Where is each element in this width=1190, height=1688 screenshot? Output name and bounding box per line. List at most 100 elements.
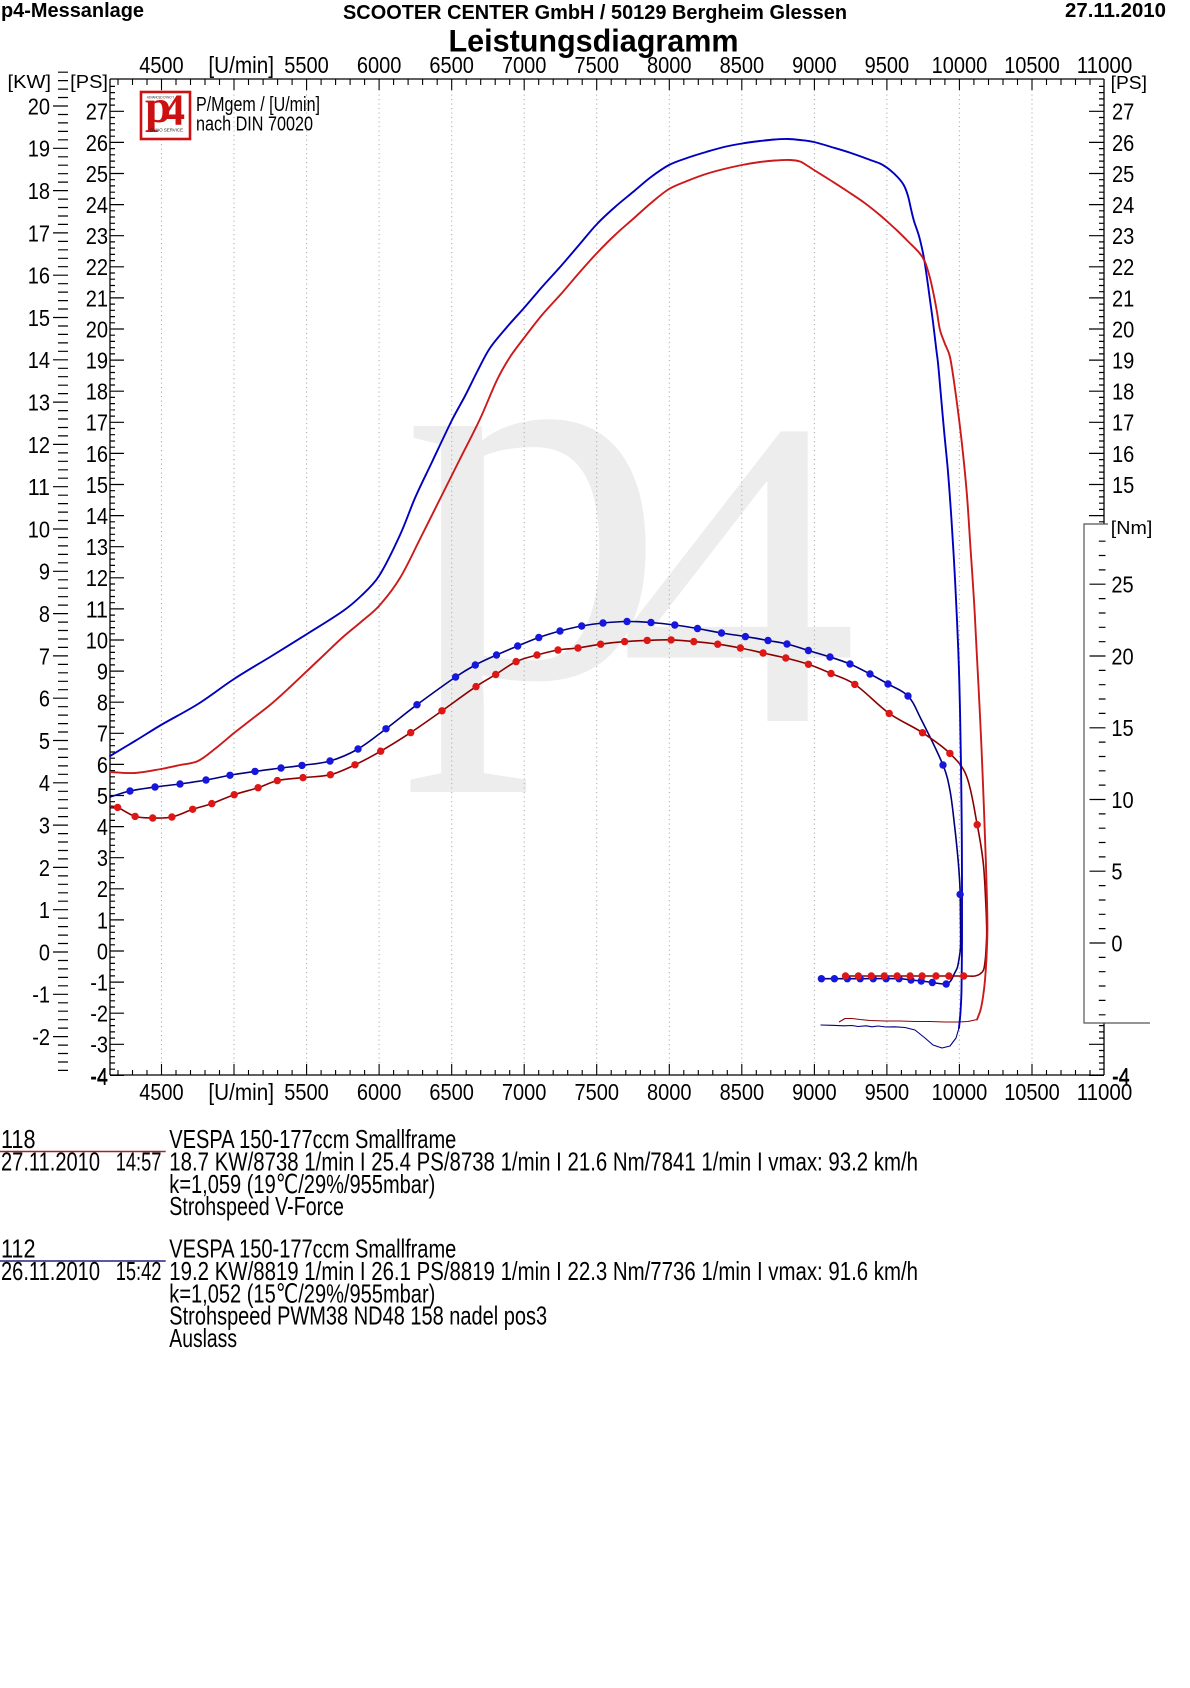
svg-text:15: 15 (86, 472, 108, 498)
svg-text:10: 10 (86, 627, 108, 653)
svg-text:21: 21 (1112, 285, 1134, 311)
svg-text:9: 9 (39, 559, 50, 585)
svg-text:[PS]: [PS] (70, 72, 108, 92)
svg-text:6500: 6500 (429, 52, 474, 78)
svg-text:2: 2 (97, 876, 108, 902)
svg-text:25: 25 (86, 161, 108, 187)
svg-text:4500: 4500 (139, 1079, 184, 1105)
svg-text:16: 16 (1112, 441, 1134, 467)
svg-text:6: 6 (39, 686, 50, 712)
svg-text:112: 112 (1, 1234, 36, 1264)
svg-text:2: 2 (39, 855, 50, 881)
svg-text:13: 13 (86, 534, 108, 560)
svg-text:-1: -1 (32, 982, 50, 1008)
svg-text:8: 8 (97, 690, 108, 716)
svg-text:-2: -2 (90, 1001, 108, 1027)
svg-text:P/Mgem / [U/min]: P/Mgem / [U/min] (196, 94, 320, 116)
svg-text:18: 18 (1112, 379, 1134, 405)
svg-text:27.11.2010: 27.11.2010 (1065, 0, 1166, 22)
svg-text:0: 0 (1111, 930, 1122, 956)
svg-text:8500: 8500 (720, 1079, 765, 1105)
svg-text:10500: 10500 (1004, 52, 1060, 78)
svg-text:23: 23 (86, 223, 108, 249)
svg-text:ADVANCED DYNO T: ADVANCED DYNO T (147, 95, 174, 100)
svg-text:16: 16 (28, 263, 50, 289)
svg-text:22: 22 (86, 254, 108, 280)
svg-text:-1: -1 (90, 970, 108, 996)
svg-text:1: 1 (39, 897, 50, 923)
svg-text:18.7 KW/8738 1/min I 25.4: 18.7 KW/8738 1/min I 25.4 PS/8738 1/min … (169, 1146, 918, 1176)
svg-text:6500: 6500 (429, 1079, 474, 1105)
svg-text:[Nm]: [Nm] (1111, 518, 1153, 538)
svg-text:[U/min]: [U/min] (208, 1079, 274, 1105)
svg-text:4: 4 (97, 814, 108, 840)
svg-text:15:42: 15:42 (116, 1256, 162, 1286)
svg-text:-4: -4 (90, 1064, 108, 1090)
svg-text:Leistungsdiagramm: Leistungsdiagramm (449, 23, 739, 59)
svg-text:10000: 10000 (932, 1079, 988, 1105)
svg-text:11: 11 (86, 596, 108, 622)
svg-text:9000: 9000 (792, 52, 837, 78)
svg-text:19.2 KW/8819 1/min I 26.1: 19.2 KW/8819 1/min I 26.1 PS/8819 1/min … (169, 1256, 918, 1286)
svg-text:6000: 6000 (357, 52, 402, 78)
svg-text:5: 5 (1111, 859, 1122, 885)
svg-text:25: 25 (1111, 572, 1133, 598)
svg-text:24: 24 (86, 192, 108, 218)
svg-text:15: 15 (1111, 715, 1133, 741)
svg-text:9000: 9000 (792, 1079, 837, 1105)
svg-text:1: 1 (97, 907, 108, 933)
svg-text:15: 15 (1112, 472, 1134, 498)
svg-text:nach DIN 70020: nach DIN 70020 (196, 114, 313, 136)
svg-text:14: 14 (28, 347, 50, 373)
svg-text:8000: 8000 (647, 1079, 692, 1105)
svg-text:-4: -4 (1112, 1063, 1130, 1089)
svg-text:-4: -4 (90, 1063, 108, 1089)
svg-text:5: 5 (39, 728, 50, 754)
svg-text:27.11.2010: 27.11.2010 (1, 1146, 100, 1176)
svg-text:11000: 11000 (1077, 1079, 1133, 1105)
svg-text:18: 18 (28, 178, 50, 204)
svg-text:[KW]: [KW] (8, 72, 52, 92)
svg-text:20: 20 (1111, 643, 1133, 669)
svg-text:5500: 5500 (284, 1079, 329, 1105)
svg-text:23: 23 (1112, 223, 1134, 249)
svg-text:16: 16 (86, 441, 108, 467)
svg-text:6000: 6000 (357, 1079, 402, 1105)
svg-text:26.11.2010: 26.11.2010 (1, 1256, 100, 1286)
svg-text:4: 4 (618, 329, 858, 817)
svg-text:10: 10 (28, 516, 50, 542)
svg-text:Auslass: Auslass (169, 1323, 237, 1353)
svg-text:19: 19 (28, 136, 50, 162)
svg-text:k=1,059 (19℃/29%/955mbar): k=1,059 (19℃/29%/955mbar) (169, 1169, 435, 1199)
svg-text:17: 17 (28, 220, 50, 246)
svg-text:26: 26 (1112, 130, 1134, 156)
svg-text:22: 22 (1112, 254, 1134, 280)
svg-text:8000: 8000 (647, 52, 692, 78)
svg-text:20: 20 (86, 316, 108, 342)
svg-text:7500: 7500 (575, 52, 620, 78)
svg-text:VESPA 150-177ccm Smallframe: VESPA 150-177ccm Smallframe (169, 1124, 456, 1154)
svg-text:9: 9 (97, 659, 108, 685)
svg-text:SCOOTER CENTER GmbH / 50129 Be: SCOOTER CENTER GmbH / 50129 Bergheim Gle… (343, 2, 847, 24)
svg-text:10: 10 (1111, 787, 1133, 813)
svg-text:19: 19 (1112, 348, 1134, 374)
svg-text:8500: 8500 (720, 52, 765, 78)
svg-text:9500: 9500 (865, 52, 910, 78)
svg-text:25: 25 (1112, 161, 1134, 187)
svg-text:k=1,052 (15℃/29%/955mbar): k=1,052 (15℃/29%/955mbar) (169, 1278, 435, 1308)
svg-text:Strohspeed V-Force: Strohspeed V-Force (169, 1191, 344, 1221)
svg-text:11: 11 (28, 474, 50, 500)
svg-text:9500: 9500 (865, 1079, 910, 1105)
svg-text:4: 4 (163, 86, 185, 135)
svg-text:12: 12 (28, 432, 50, 458)
svg-text:20: 20 (28, 93, 50, 119)
svg-text:VESPA 150-177ccm Smallframe: VESPA 150-177ccm Smallframe (169, 1234, 456, 1264)
svg-text:14: 14 (86, 503, 108, 529)
svg-text:5500: 5500 (284, 52, 329, 78)
svg-text:4: 4 (39, 770, 50, 796)
svg-text:17: 17 (1112, 410, 1134, 436)
svg-text:p: p (145, 81, 171, 133)
svg-text:27: 27 (86, 99, 108, 125)
svg-text:-4: -4 (1112, 1064, 1130, 1090)
svg-text:26: 26 (86, 130, 108, 156)
